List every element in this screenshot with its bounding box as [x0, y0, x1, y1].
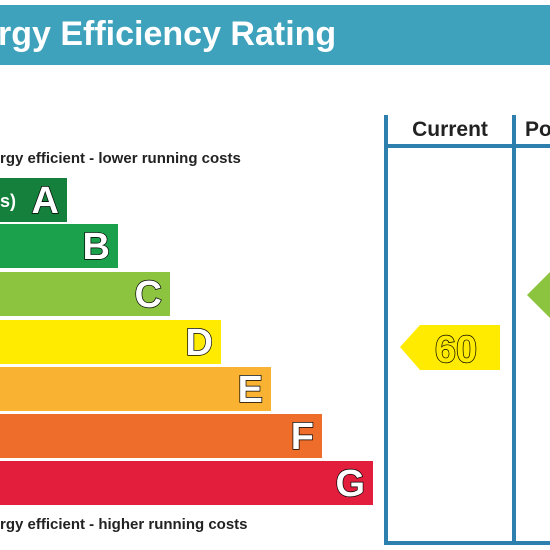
band-letter: B — [83, 226, 110, 268]
frame — [384, 115, 550, 545]
band-letter: D — [186, 322, 213, 364]
band-bar — [0, 272, 170, 316]
band-letter: G — [335, 463, 365, 505]
band-bar — [0, 320, 221, 364]
band-bar — [0, 414, 322, 458]
title: rgy Efficiency Rating — [0, 15, 336, 53]
band-letter: C — [135, 274, 162, 316]
title-bar — [0, 5, 550, 65]
band-bar — [0, 367, 271, 411]
column-header: Po — [525, 118, 550, 141]
band-prefix: s) — [0, 191, 16, 211]
potential-arrow — [527, 272, 550, 318]
bottom-note: rgy efficient - higher running costs — [0, 516, 248, 533]
current-value: 60 — [435, 329, 477, 371]
band-bar — [0, 178, 67, 222]
band-letter: A — [32, 180, 59, 222]
band-letter: E — [238, 369, 263, 411]
band-letter: F — [291, 416, 314, 458]
column-header: Current — [412, 118, 488, 141]
band-bar — [0, 461, 373, 505]
current-arrow — [400, 325, 500, 370]
band-bar — [0, 224, 118, 268]
top-note: rgy efficient - lower running costs — [0, 150, 241, 167]
